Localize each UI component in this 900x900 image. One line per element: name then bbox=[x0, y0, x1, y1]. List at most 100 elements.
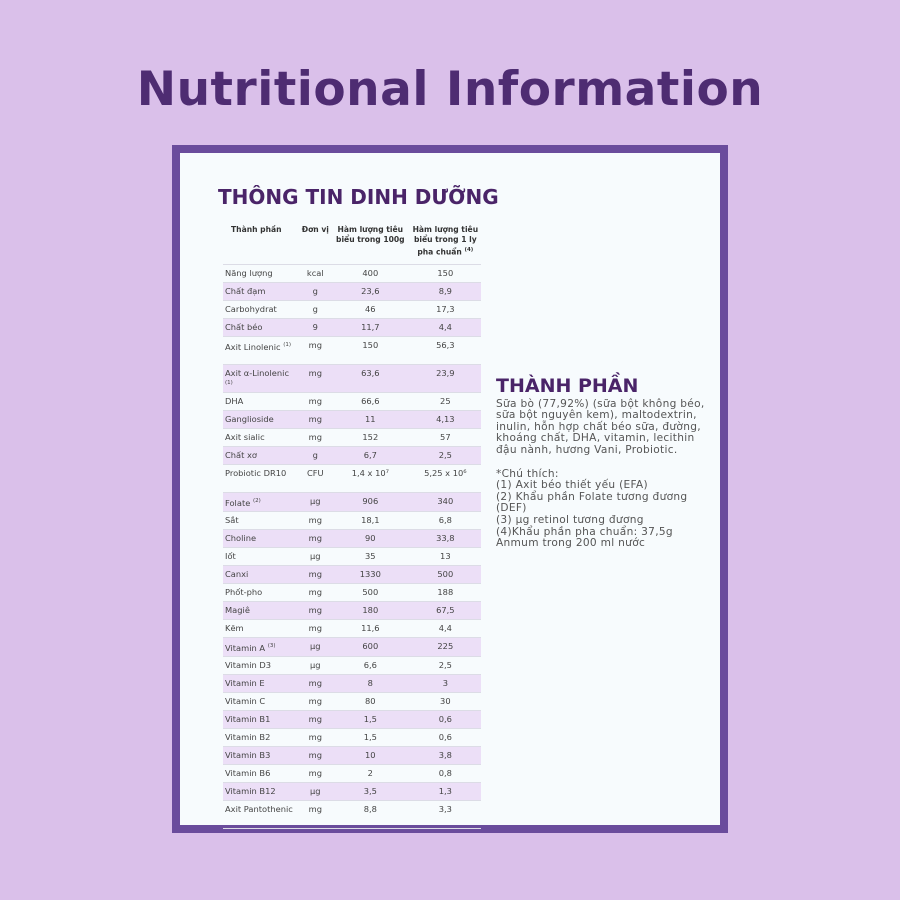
value-per-serving: 0,6 bbox=[409, 710, 481, 729]
note: (2) Khẩu phần Folate tương đương (DEF) bbox=[496, 490, 688, 515]
value-per-100g: 35 bbox=[330, 547, 410, 567]
nutrient-unit: mg bbox=[299, 764, 331, 783]
nutrient-name: Axit Pantothenic bbox=[223, 800, 300, 829]
value-per-100g: 1,5 bbox=[330, 728, 410, 747]
value-per-serving: 340 bbox=[409, 492, 481, 513]
nutrient-name: Axit Linolenic (1) bbox=[223, 336, 300, 365]
value-per-serving: 4,4 bbox=[409, 619, 481, 639]
nutrient-unit: g bbox=[299, 446, 331, 466]
table-row: Chất béo 9 11,7 4,4 bbox=[223, 318, 481, 337]
nutrient-name: Chất xơ bbox=[223, 446, 300, 466]
value-per-serving: 3 bbox=[409, 674, 481, 693]
table-row: Vitamin A (3) µg 600 225 bbox=[223, 637, 481, 657]
table-row: Vitamin B6 mg 2 0,8 bbox=[223, 764, 481, 783]
nutrient-name: Vitamin B1 bbox=[223, 710, 300, 729]
nutrient-unit: mg bbox=[299, 583, 331, 603]
table-row: Vitamin B2 mg 1,5 0,6 bbox=[223, 728, 481, 747]
table-row: Folate (2) µg 906 340 bbox=[223, 492, 481, 513]
value-per-serving: 25 bbox=[409, 392, 481, 412]
table-row: Magiê mg 180 67,5 bbox=[223, 601, 481, 621]
table-row: Vitamin B1 mg 1,5 0,6 bbox=[223, 710, 481, 729]
nutrient-unit: mg bbox=[299, 619, 331, 639]
value-per-100g: 46 bbox=[330, 300, 410, 319]
note: (3) µg retinol tương đương bbox=[496, 513, 644, 526]
nutrient-name: Iốt bbox=[223, 547, 300, 567]
table-row: Phốt-pho mg 500 188 bbox=[223, 583, 481, 603]
value-per-100g: 90 bbox=[330, 529, 410, 549]
value-per-100g: 11,7 bbox=[330, 318, 410, 337]
value-per-100g: 500 bbox=[330, 583, 410, 603]
nutrient-unit: mg bbox=[299, 511, 331, 531]
value-per-serving: 13 bbox=[409, 547, 481, 567]
nutrient-unit: mg bbox=[299, 728, 331, 747]
value-per-serving: 56,3 bbox=[409, 336, 481, 365]
nutrient-unit: mg bbox=[299, 364, 331, 394]
value-per-serving: 2,5 bbox=[409, 656, 481, 675]
table-row: Axit Pantothenic mg 8,8 3,3 bbox=[223, 800, 481, 829]
value-per-100g: 906 bbox=[330, 492, 410, 513]
nutrient-name: Vitamin A (3) bbox=[223, 637, 300, 657]
nutrient-name: Probiotic DR10 bbox=[223, 464, 300, 494]
nutrient-unit: mg bbox=[299, 428, 331, 448]
value-per-100g: 8 bbox=[330, 674, 410, 693]
nutrient-name: Sắt bbox=[223, 511, 300, 531]
value-per-serving: 4,13 bbox=[409, 410, 481, 430]
nutrient-name: Carbohydrat bbox=[223, 300, 300, 319]
value-per-100g: 1,4 x 10⁷ bbox=[330, 464, 410, 494]
value-per-100g: 11,6 bbox=[330, 619, 410, 639]
nutrient-unit: mg bbox=[299, 529, 331, 549]
nutrient-name: Axit sialic bbox=[223, 428, 300, 448]
nutrient-name: Phốt-pho bbox=[223, 583, 300, 603]
value-per-serving: 67,5 bbox=[409, 601, 481, 621]
nutrient-name: Magiê bbox=[223, 601, 300, 621]
nutrient-name: Vitamin B12 bbox=[223, 782, 300, 801]
nutrient-unit: mg bbox=[299, 565, 331, 585]
value-per-100g: 66,6 bbox=[330, 392, 410, 412]
nutrient-unit: µg bbox=[299, 782, 331, 801]
nutrient-name: DHA bbox=[223, 392, 300, 412]
ingredients-heading: THÀNH PHẦN bbox=[496, 375, 639, 397]
table-row: Chất đạm g 23,6 8,9 bbox=[223, 282, 481, 301]
value-per-100g: 3,5 bbox=[330, 782, 410, 801]
nutrient-unit: mg bbox=[299, 674, 331, 693]
table-header: Thành phần Đơn vị Hàm lượng tiêu biểu tr… bbox=[223, 223, 481, 265]
nutrient-name: Vitamin B3 bbox=[223, 746, 300, 765]
notes-title: *Chú thích: bbox=[496, 467, 559, 480]
table-row: Năng lượng kcal 400 150 bbox=[223, 264, 481, 283]
ingredients-section: THÀNH PHẦN Sữa bò (77,92%) (sữa bột khôn… bbox=[496, 375, 716, 550]
nutrient-name: Chất đạm bbox=[223, 282, 300, 301]
nutrient-unit: mg bbox=[299, 601, 331, 621]
col-per-100g: Hàm lượng tiêu biểu trong 100g bbox=[330, 223, 410, 265]
value-per-serving: 8,9 bbox=[409, 282, 481, 301]
value-per-100g: 23,6 bbox=[330, 282, 410, 301]
nutrient-unit: µg bbox=[299, 492, 331, 513]
value-per-100g: 600 bbox=[330, 637, 410, 657]
note: (1) Axit béo thiết yếu (EFA) bbox=[496, 479, 648, 492]
nutrient-unit: mg bbox=[299, 392, 331, 412]
value-per-100g: 18,1 bbox=[330, 511, 410, 531]
table-row: Axit α-Linolenic (1) mg 63,6 23,9 bbox=[223, 364, 481, 394]
nutrient-unit: CFU bbox=[299, 464, 331, 494]
table-row: Vitamin D3 µg 6,6 2,5 bbox=[223, 656, 481, 675]
value-per-serving: 150 bbox=[409, 264, 481, 283]
value-per-serving: 0,6 bbox=[409, 728, 481, 747]
nutrient-unit: µg bbox=[299, 656, 331, 675]
nutrient-name: Chất béo bbox=[223, 318, 300, 337]
value-per-serving: 33,8 bbox=[409, 529, 481, 549]
table-row: Chất xơ g 6,7 2,5 bbox=[223, 446, 481, 466]
value-per-100g: 180 bbox=[330, 601, 410, 621]
value-per-100g: 152 bbox=[330, 428, 410, 448]
note: (4)Khẩu phần pha chuẩn: 37,5g Anmum tron… bbox=[496, 525, 673, 550]
table-row: Sắt mg 18,1 6,8 bbox=[223, 511, 481, 531]
col-unit: Đơn vị bbox=[299, 223, 331, 265]
table-row: Iốt µg 35 13 bbox=[223, 547, 481, 567]
value-per-serving: 5,25 x 10⁶ bbox=[409, 464, 481, 494]
value-per-serving: 30 bbox=[409, 692, 481, 711]
value-per-100g: 1330 bbox=[330, 565, 410, 585]
nutrient-unit: mg bbox=[299, 800, 331, 829]
page-title: Nutritional Information bbox=[136, 62, 764, 117]
value-per-serving: 23,9 bbox=[409, 364, 481, 394]
value-per-100g: 150 bbox=[330, 336, 410, 365]
